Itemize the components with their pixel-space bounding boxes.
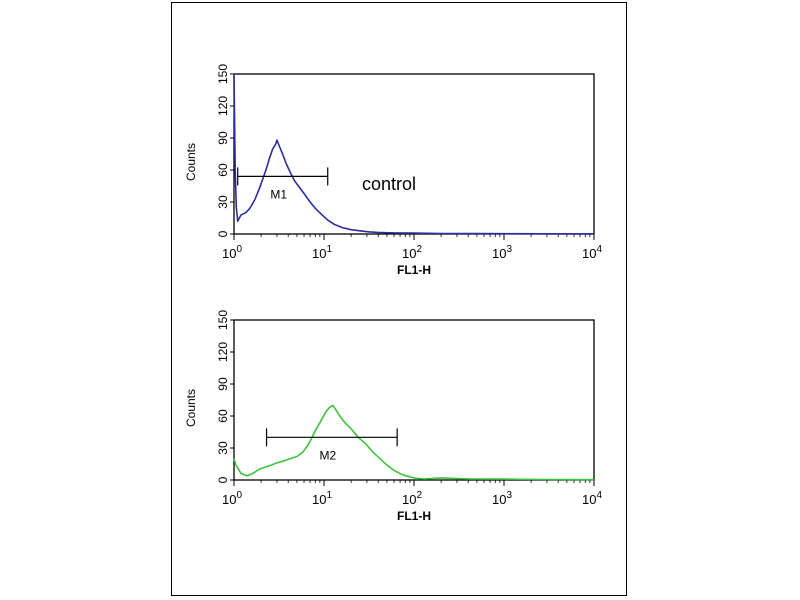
figure-frame [171, 2, 627, 596]
panel2-x-tick-label: 102 [402, 490, 422, 507]
panel2-histogram-line [233, 404, 595, 481]
panel2-marker-label: M2 [320, 448, 337, 462]
panel2-y-tick-label: 60 [216, 409, 230, 423]
panel1-annotation: control [362, 174, 416, 194]
panel1-y-tick-label: 0 [216, 230, 230, 237]
panel1-y-axis-title: Counts [184, 143, 198, 181]
panel2-y-tick-label: 0 [216, 476, 230, 483]
panel1-x-tick-label: 100 [222, 244, 242, 261]
panel1-y-tick-label: 150 [216, 64, 230, 84]
panel1-y-tick-label: 120 [216, 96, 230, 116]
panel2-x-tick-label: 101 [312, 490, 332, 507]
panel2-x-axis-title: FL1-H [397, 509, 431, 523]
panel2-y-tick-label: 120 [216, 342, 230, 362]
panel2-y-tick-label: 90 [216, 377, 230, 391]
panel1-x-tick-label: 101 [312, 244, 332, 261]
panel1-y-tick-label: 30 [216, 195, 230, 209]
panel1-x-tick-label: 102 [402, 244, 422, 261]
panel2-y-axis-title: Counts [184, 389, 198, 427]
panel1-x-axis-title: FL1-H [397, 263, 431, 277]
panel2-x-tick-label: 103 [492, 490, 512, 507]
panel1-y-tick-label: 90 [216, 131, 230, 145]
panel1-y-tick-label: 60 [216, 163, 230, 177]
panel1-plot-area [233, 73, 595, 235]
panel1-x-tick-label: 104 [582, 244, 602, 261]
panel1-marker-label: M1 [270, 187, 287, 201]
panel2-x-tick-label: 104 [582, 490, 602, 507]
panel1-histogram-line [233, 73, 594, 235]
panel2-y-tick-label: 150 [216, 310, 230, 330]
panel1-x-tick-label: 103 [492, 244, 512, 261]
panel2-x-tick-label: 100 [222, 490, 242, 507]
panel2-y-tick-label: 30 [216, 441, 230, 455]
panel2-plot-area [233, 319, 595, 481]
